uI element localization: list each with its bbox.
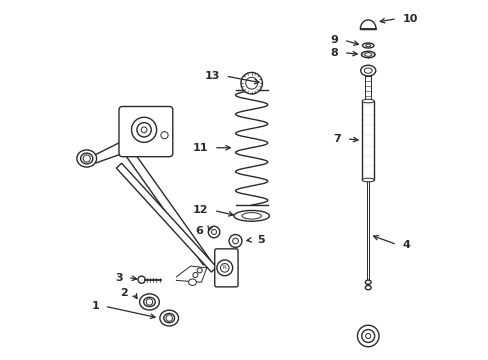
Ellipse shape (362, 43, 373, 48)
Ellipse shape (233, 211, 269, 221)
Ellipse shape (365, 285, 370, 290)
Ellipse shape (362, 178, 373, 182)
Circle shape (137, 123, 151, 137)
Circle shape (232, 238, 238, 244)
Circle shape (146, 299, 152, 305)
Circle shape (197, 268, 202, 273)
Polygon shape (366, 180, 368, 289)
Ellipse shape (364, 53, 371, 56)
Ellipse shape (188, 279, 196, 285)
FancyBboxPatch shape (214, 249, 238, 287)
Circle shape (361, 329, 374, 342)
Text: 6: 6 (195, 226, 203, 236)
Ellipse shape (360, 65, 375, 76)
Circle shape (220, 264, 228, 272)
Circle shape (211, 229, 216, 234)
Text: 12: 12 (193, 206, 208, 216)
Ellipse shape (364, 68, 371, 73)
Ellipse shape (242, 213, 261, 219)
Ellipse shape (81, 153, 93, 164)
Circle shape (228, 234, 242, 247)
Text: R: R (222, 265, 226, 270)
Text: 9: 9 (330, 35, 338, 45)
Text: 3: 3 (115, 273, 122, 283)
Ellipse shape (163, 314, 174, 323)
Polygon shape (365, 76, 370, 101)
Circle shape (357, 325, 378, 347)
Text: 2: 2 (120, 288, 128, 298)
Ellipse shape (365, 44, 370, 47)
Circle shape (161, 132, 168, 139)
Ellipse shape (139, 294, 159, 310)
Polygon shape (124, 149, 210, 265)
Circle shape (217, 260, 232, 276)
Circle shape (241, 72, 262, 94)
Ellipse shape (77, 150, 96, 167)
Text: 4: 4 (402, 239, 409, 249)
Circle shape (141, 127, 147, 133)
Text: 8: 8 (330, 48, 338, 58)
Ellipse shape (361, 51, 374, 58)
Text: 13: 13 (204, 71, 220, 81)
Ellipse shape (160, 310, 178, 326)
Circle shape (83, 155, 90, 162)
Text: 1: 1 (91, 301, 99, 311)
Text: 5: 5 (257, 235, 264, 245)
Polygon shape (362, 101, 373, 180)
Ellipse shape (362, 99, 373, 103)
Circle shape (192, 273, 198, 278)
Circle shape (131, 117, 156, 142)
Text: 11: 11 (193, 143, 208, 153)
Circle shape (245, 77, 257, 89)
Ellipse shape (365, 280, 370, 284)
Circle shape (138, 276, 145, 283)
Text: 10: 10 (402, 14, 417, 24)
Circle shape (208, 226, 219, 238)
Polygon shape (116, 163, 216, 272)
Ellipse shape (143, 297, 155, 307)
FancyBboxPatch shape (119, 107, 172, 157)
Text: 7: 7 (333, 134, 341, 144)
Circle shape (365, 333, 370, 338)
Polygon shape (360, 20, 375, 30)
Circle shape (165, 315, 172, 321)
